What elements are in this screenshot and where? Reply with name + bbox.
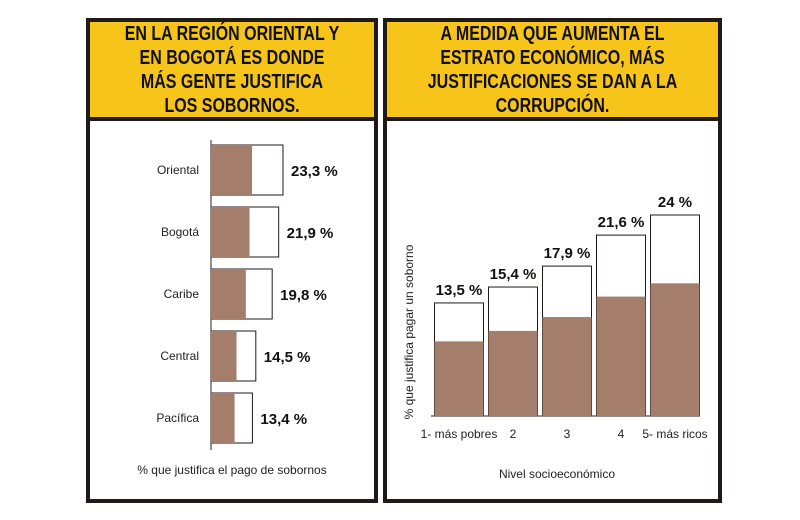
stratum-bar xyxy=(488,330,538,416)
stratum-label: 1- más pobres xyxy=(421,427,498,441)
stratum-bar xyxy=(542,317,592,416)
left-x-axis-title: % que justifica el pago de sobornos xyxy=(137,463,326,477)
region-value-label: 13,4 % xyxy=(260,411,307,428)
right-chart-panel: A MEDIDA QUE AUMENTA EL ESTRATO ECONÓMIC… xyxy=(383,18,722,503)
region-bar xyxy=(211,393,235,443)
region-bar-chart: Oriental 23,3 % Bogotá 21,9 % Caribe 19,8 % Ce… xyxy=(137,140,338,477)
region-value-label: 14,5 % xyxy=(264,349,311,366)
region-label: Central xyxy=(160,349,199,363)
region-label: Oriental xyxy=(157,163,199,177)
region-label: Bogotá xyxy=(161,225,199,239)
stratum-value-label: 24 % xyxy=(658,194,692,211)
stratum-value-label: 13,5 % xyxy=(436,282,483,299)
region-value-label: 19,8 % xyxy=(280,287,327,304)
left-chart-panel: EN LA REGIÓN ORIENTAL Y EN BOGOTÁ ES DON… xyxy=(86,18,378,503)
left-chart-title: EN LA REGIÓN ORIENTAL Y EN BOGOTÁ ES DON… xyxy=(124,22,340,117)
stratum-label: 2 xyxy=(510,427,517,441)
stratum-label: 3 xyxy=(564,427,571,441)
stratum-bar xyxy=(596,296,646,416)
region-value-label: 21,9 % xyxy=(287,225,334,242)
stratum-value-label: 15,4 % xyxy=(490,266,537,283)
stratum-value-label: 17,9 % xyxy=(544,245,591,262)
region-label: Pacífica xyxy=(156,411,199,425)
right-y-axis-title: % que justifica pagar un soborno xyxy=(402,244,416,419)
region-label: Caribe xyxy=(164,287,200,301)
stratum-bar-chart: 13,5 % 1- más pobres 15,4 % 2 17,9 % 3 21,6 % 4… xyxy=(402,194,708,481)
stratum-value-label: 21,6 % xyxy=(598,214,645,231)
region-bar xyxy=(211,331,237,381)
stratum-bar xyxy=(434,341,484,416)
right-chart-title: A MEDIDA QUE AUMENTA EL ESTRATO ECONÓMIC… xyxy=(427,22,678,117)
right-x-axis-title: Nivel socioeconómico xyxy=(499,467,615,481)
stratum-label: 5- más ricos xyxy=(642,427,707,441)
stratum-bar xyxy=(650,283,700,416)
region-bar xyxy=(211,269,246,319)
region-bar xyxy=(211,145,252,195)
right-chart-header: A MEDIDA QUE AUMENTA EL ESTRATO ECONÓMIC… xyxy=(387,22,718,121)
region-bar xyxy=(211,207,250,257)
stratum-label: 4 xyxy=(618,427,625,441)
region-value-label: 23,3 % xyxy=(291,163,338,180)
left-chart-header: EN LA REGIÓN ORIENTAL Y EN BOGOTÁ ES DON… xyxy=(90,22,374,121)
